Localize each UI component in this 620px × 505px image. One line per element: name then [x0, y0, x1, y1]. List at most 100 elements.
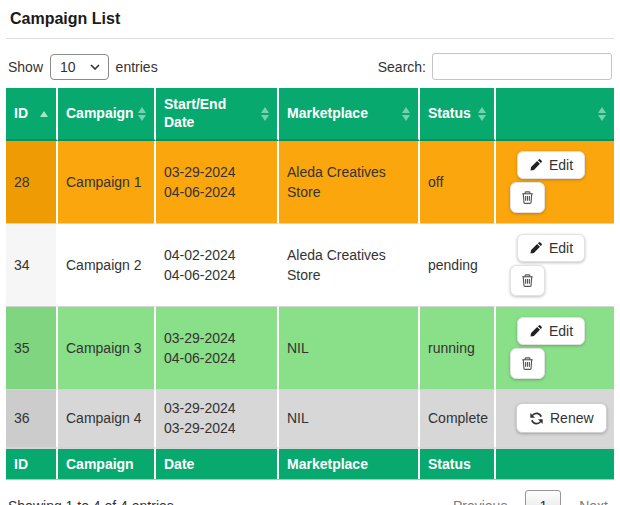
cell-id: 28: [6, 141, 58, 224]
cell-marketplace: NIL: [279, 307, 420, 390]
cell-actions: Edit: [496, 307, 614, 390]
cell-actions: Edit: [496, 224, 614, 307]
cell-campaign: Campaign 1: [58, 141, 156, 224]
column-header-label: Start/End Date: [164, 96, 257, 131]
pagination: Previous 1 Next: [449, 490, 612, 505]
delete-button[interactable]: [510, 182, 545, 213]
column-header-label: Campaign: [66, 105, 134, 123]
start-date: 03-29-2024: [164, 162, 269, 182]
search-input[interactable]: [432, 53, 612, 80]
cell-status: Complete: [420, 390, 496, 448]
column-header-marketplace[interactable]: Marketplace: [279, 88, 420, 141]
footer-header-status: Status: [420, 448, 496, 479]
cell-actions: Edit: [496, 141, 614, 224]
page-title: Campaign List: [10, 10, 610, 28]
footer-header-date: Date: [156, 448, 279, 479]
footer-header-id: ID: [6, 448, 58, 479]
page-1-button[interactable]: 1: [525, 490, 561, 505]
campaign-table: IDCampaignStart/End DateMarketplaceStatu…: [6, 88, 614, 480]
entries-info: Showing 1 to 4 of 4 entries: [8, 498, 174, 505]
cell-id: 36: [6, 390, 58, 448]
pencil-icon: [529, 241, 543, 255]
edit-button[interactable]: Edit: [517, 151, 585, 179]
cell-actions: Renew: [496, 390, 614, 448]
delete-button[interactable]: [510, 265, 545, 296]
column-header-id[interactable]: ID: [6, 88, 58, 141]
table-bottom-bar: Showing 1 to 4 of 4 entries Previous 1 N…: [8, 490, 612, 505]
column-header-actions[interactable]: [496, 88, 614, 141]
title-divider: [6, 38, 614, 39]
edit-button[interactable]: Edit: [517, 317, 585, 345]
table-row: 34Campaign 204-02-202404-06-2024Aleda Cr…: [6, 224, 614, 307]
end-date: 04-06-2024: [164, 182, 269, 202]
start-date: 04-02-2024: [164, 245, 269, 265]
chevron-down-icon: [90, 64, 100, 70]
end-date: 04-06-2024: [164, 265, 269, 285]
campaign-list-page: Campaign List Show 10 entries Search: ID…: [0, 0, 620, 505]
column-header-campaign[interactable]: Campaign: [58, 88, 156, 141]
trash-icon: [520, 190, 535, 205]
column-header-status[interactable]: Status: [420, 88, 496, 141]
delete-button[interactable]: [510, 348, 545, 379]
table-row: 35Campaign 303-29-202404-06-2024NILrunni…: [6, 307, 614, 390]
cell-status: running: [420, 307, 496, 390]
column-header-label: ID: [14, 105, 36, 123]
edit-button[interactable]: Edit: [517, 234, 585, 262]
trash-icon: [520, 356, 535, 371]
table-row: 28Campaign 103-29-202404-06-2024Aleda Cr…: [6, 141, 614, 224]
cell-status: pending: [420, 224, 496, 307]
table-body: 28Campaign 103-29-202404-06-2024Aleda Cr…: [6, 141, 614, 448]
cell-marketplace: Aleda Creatives Store: [279, 141, 420, 224]
edit-button-label: Edit: [549, 240, 573, 256]
pencil-icon: [529, 158, 543, 172]
start-date: 03-29-2024: [164, 328, 269, 348]
page-length-value: 10: [60, 59, 76, 75]
sort-both-icon: [138, 107, 146, 121]
page-length-select[interactable]: 10: [50, 54, 109, 80]
show-label: Show: [8, 59, 43, 75]
previous-button[interactable]: Previous: [449, 492, 511, 505]
cell-date: 03-29-202404-06-2024: [156, 307, 279, 390]
cell-campaign: Campaign 2: [58, 224, 156, 307]
page-length-control: Show 10 entries: [8, 54, 158, 80]
cell-id: 34: [6, 224, 58, 307]
table-footer-row: IDCampaignDateMarketplaceStatus: [6, 448, 614, 479]
footer-header-campaign: Campaign: [58, 448, 156, 479]
refresh-icon: [529, 411, 544, 426]
footer-header-actions: [496, 448, 614, 479]
next-button[interactable]: Next: [575, 492, 612, 505]
column-header-label: Status: [428, 105, 474, 123]
renew-button-label: Renew: [550, 410, 594, 426]
table-row: 36Campaign 403-29-202403-29-2024NILCompl…: [6, 390, 614, 448]
cell-marketplace: Aleda Creatives Store: [279, 224, 420, 307]
edit-button-label: Edit: [549, 323, 573, 339]
cell-campaign: Campaign 3: [58, 307, 156, 390]
cell-date: 03-29-202403-29-2024: [156, 390, 279, 448]
column-header-date[interactable]: Start/End Date: [156, 88, 279, 141]
search-control: Search:: [378, 53, 612, 80]
entries-label: entries: [116, 59, 158, 75]
table-controls: Show 10 entries Search:: [8, 53, 612, 80]
pencil-icon: [529, 324, 543, 338]
end-date: 04-06-2024: [164, 348, 269, 368]
footer-header-marketplace: Marketplace: [279, 448, 420, 479]
cell-marketplace: NIL: [279, 390, 420, 448]
table-header-row: ID Campaign Start/End Date Marketplace Statu…: [6, 88, 614, 141]
cell-date: 04-02-202404-06-2024: [156, 224, 279, 307]
trash-icon: [520, 273, 535, 288]
edit-button-label: Edit: [549, 157, 573, 173]
renew-button[interactable]: Renew: [516, 403, 607, 433]
sort-both-icon: [478, 107, 486, 121]
sort-asc-icon: [40, 111, 48, 117]
search-label: Search:: [378, 59, 426, 75]
sort-both-icon: [261, 107, 269, 121]
cell-id: 35: [6, 307, 58, 390]
sort-both-icon: [598, 107, 606, 121]
end-date: 03-29-2024: [164, 418, 269, 438]
cell-status: off: [420, 141, 496, 224]
sort-both-icon: [402, 107, 410, 121]
column-header-label: Marketplace: [287, 105, 398, 123]
start-date: 03-29-2024: [164, 398, 269, 418]
cell-campaign: Campaign 4: [58, 390, 156, 448]
cell-date: 03-29-202404-06-2024: [156, 141, 279, 224]
